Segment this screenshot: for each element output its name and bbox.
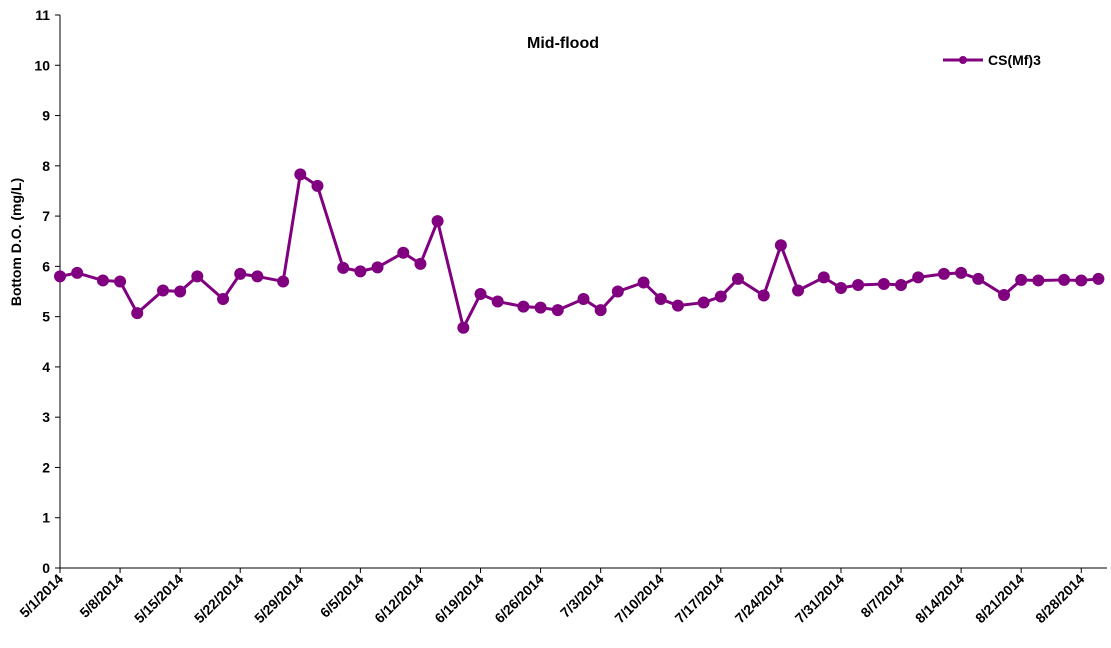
- data-point: [191, 270, 204, 283]
- series-line: [59, 172, 1099, 330]
- x-tick-label: 8/28/2014: [1032, 571, 1088, 627]
- data-point: [337, 261, 350, 274]
- data-point: [1032, 274, 1045, 287]
- x-tick-label: 5/8/2014: [76, 571, 126, 621]
- y-tick-label: 3: [42, 409, 50, 425]
- data-point: [156, 284, 169, 297]
- data-point: [757, 289, 770, 302]
- data-point: [234, 267, 247, 280]
- data-point: [637, 276, 650, 289]
- data-point: [114, 275, 127, 288]
- y-tick-label: 1: [42, 510, 50, 526]
- y-tick-label: 9: [42, 108, 50, 124]
- y-tick-label: 7: [42, 208, 50, 224]
- x-tick-label: 8/21/2014: [972, 571, 1028, 627]
- x-tick-label: 7/17/2014: [672, 571, 728, 627]
- x-tick-label: 5/15/2014: [131, 571, 187, 627]
- y-axis-title: Bottom D.O. (mg/L): [8, 178, 24, 306]
- data-point: [311, 179, 324, 192]
- x-tick-label: 5/22/2014: [191, 571, 247, 627]
- x-tick-label: 6/5/2014: [317, 571, 367, 621]
- data-point: [912, 271, 925, 284]
- data-point: [174, 285, 187, 298]
- y-tick-label: 4: [42, 359, 50, 375]
- data-point: [96, 274, 109, 287]
- data-point: [955, 266, 968, 279]
- data-point: [551, 304, 564, 317]
- data-point: [54, 270, 66, 283]
- x-tick-label: 6/26/2014: [491, 571, 547, 627]
- data-point: [817, 271, 830, 284]
- data-point: [491, 295, 504, 308]
- data-point: [474, 288, 487, 301]
- x-tick-label: 7/10/2014: [611, 571, 667, 627]
- data-point: [594, 304, 607, 317]
- data-point: [251, 270, 264, 283]
- data-point: [294, 168, 307, 181]
- data-point: [937, 267, 950, 280]
- x-tick-label: 7/3/2014: [557, 571, 607, 621]
- data-point: [577, 293, 590, 306]
- data-point: [697, 296, 710, 309]
- y-tick-label: 6: [42, 258, 50, 274]
- data-point: [277, 275, 290, 288]
- data-point: [354, 265, 367, 278]
- legend-marker: [959, 56, 967, 64]
- data-point: [654, 293, 667, 306]
- x-tick-label: 5/29/2014: [251, 571, 307, 627]
- x-tick-label: 7/31/2014: [792, 571, 848, 627]
- data-point: [1092, 272, 1105, 285]
- x-tick-label: 6/19/2014: [431, 571, 487, 627]
- x-tick-label: 5/1/2014: [16, 571, 66, 621]
- data-point: [517, 300, 530, 313]
- y-tick-label: 8: [42, 158, 50, 174]
- data-point: [972, 272, 985, 285]
- legend-label: CS(Mf)3: [988, 52, 1041, 68]
- data-point: [1058, 273, 1071, 286]
- data-point: [877, 277, 890, 290]
- data-point: [71, 266, 84, 279]
- data-point: [534, 301, 547, 314]
- x-tick-label: 8/7/2014: [857, 571, 907, 621]
- data-point: [714, 290, 727, 303]
- data-point: [457, 321, 470, 334]
- data-point: [1075, 274, 1088, 287]
- y-tick-label: 5: [42, 309, 50, 325]
- x-tick-label: 8/14/2014: [912, 571, 968, 627]
- data-point: [611, 285, 624, 298]
- data-point: [414, 257, 427, 270]
- data-point: [792, 284, 805, 297]
- x-tick-label: 7/24/2014: [732, 571, 788, 627]
- data-point: [774, 239, 787, 252]
- y-tick-label: 11: [35, 7, 50, 23]
- data-point: [998, 289, 1011, 302]
- y-tick-label: 2: [42, 459, 50, 475]
- data-point: [731, 272, 744, 285]
- y-tick-label: 0: [42, 560, 50, 576]
- data-point: [1015, 273, 1028, 286]
- data-point: [671, 299, 684, 312]
- data-point: [131, 307, 144, 320]
- data-point: [852, 278, 865, 291]
- data-point: [431, 215, 444, 228]
- y-tick-label: 10: [34, 57, 50, 73]
- chart-title: Mid-flood: [527, 35, 599, 52]
- x-tick-label: 6/12/2014: [371, 571, 427, 627]
- data-point: [834, 281, 847, 294]
- data-point: [217, 293, 230, 306]
- data-point: [397, 246, 410, 259]
- data-point: [371, 261, 384, 274]
- data-point: [895, 278, 908, 291]
